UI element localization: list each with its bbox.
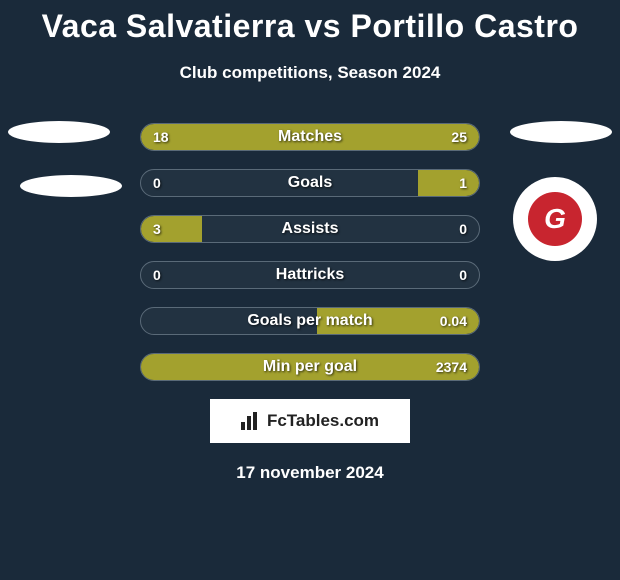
stat-label: Matches xyxy=(278,128,342,146)
player1-logo-placeholder xyxy=(8,121,110,143)
stat-label: Goals per match xyxy=(247,312,372,330)
stat-label: Assists xyxy=(282,220,339,238)
stat-value-left: 3 xyxy=(153,221,161,237)
club-badge-inner xyxy=(528,192,582,246)
stat-row: 18 25 Matches xyxy=(140,123,480,151)
stat-row: 0.04 Goals per match xyxy=(140,307,480,335)
stat-row: 2374 Min per goal xyxy=(140,353,480,381)
stat-label: Min per goal xyxy=(263,358,357,376)
stat-value-right: 0 xyxy=(459,221,467,237)
stat-bar-left xyxy=(141,216,202,242)
stat-label: Goals xyxy=(288,174,332,192)
stat-value-right: 0.04 xyxy=(440,313,467,329)
stat-value-right: 1 xyxy=(459,175,467,191)
fctables-watermark: FcTables.com xyxy=(210,399,410,443)
stat-value-left: 18 xyxy=(153,129,169,145)
player1-logo-placeholder-2 xyxy=(20,175,122,197)
stat-row: 0 1 Goals xyxy=(140,169,480,197)
bars-icon xyxy=(241,412,261,430)
stat-label: Hattricks xyxy=(276,266,344,284)
player2-logo-placeholder xyxy=(510,121,612,143)
stat-bars-container: 18 25 Matches 0 1 Goals 3 0 Assists 0 0 Hattricks 0.… xyxy=(140,123,480,381)
page-title: Vaca Salvatierra vs Portillo Castro xyxy=(0,0,620,45)
stat-row: 0 0 Hattricks xyxy=(140,261,480,289)
stat-row: 3 0 Assists xyxy=(140,215,480,243)
stat-value-left: 0 xyxy=(153,267,161,283)
stat-value-right: 0 xyxy=(459,267,467,283)
date-label: 17 november 2024 xyxy=(0,463,620,483)
stat-value-left: 0 xyxy=(153,175,161,191)
stat-value-right: 2374 xyxy=(436,359,467,375)
comparison-chart: 18 25 Matches 0 1 Goals 3 0 Assists 0 0 Hattricks 0.… xyxy=(0,123,620,381)
player2-club-badge xyxy=(513,177,597,261)
stat-bar-right xyxy=(418,170,479,196)
stat-value-right: 25 xyxy=(451,129,467,145)
fctables-label: FcTables.com xyxy=(267,411,379,431)
subtitle: Club competitions, Season 2024 xyxy=(0,63,620,83)
